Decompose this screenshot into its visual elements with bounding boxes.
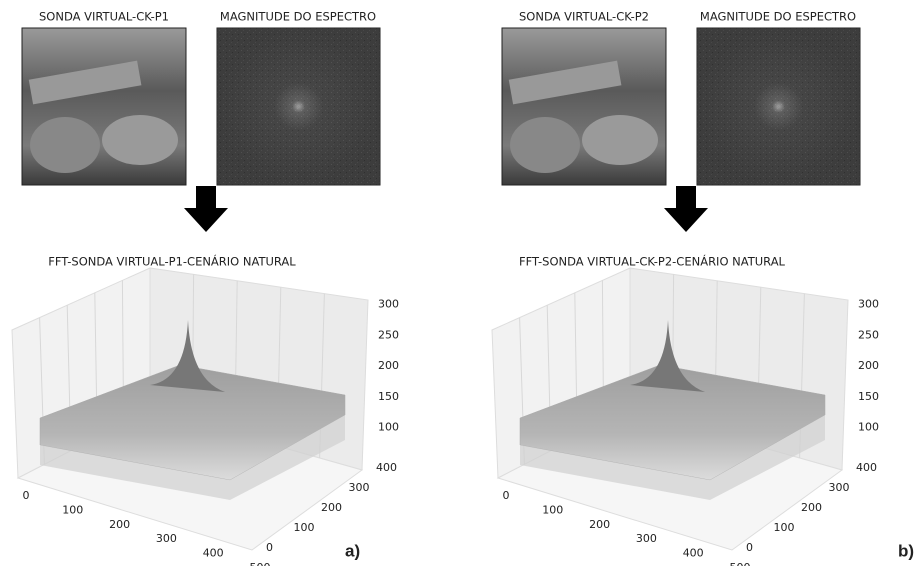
arrow: [664, 186, 708, 232]
arrow: [184, 186, 228, 232]
z-tick-label: 150: [378, 390, 399, 403]
y-tick-label: 200: [801, 501, 822, 514]
spectrum-glow: [697, 28, 860, 185]
x-tick-label: 100: [62, 503, 83, 516]
spectrum-title: MAGNITUDE DO ESPECTRO: [220, 10, 376, 24]
rock: [582, 115, 658, 165]
panel-label: b): [898, 541, 914, 560]
x-tick-label: 300: [636, 532, 657, 545]
panel: SONDA VIRTUAL-CK-P1 MAGNITUDE DO ESPECTRO…: [11, 10, 399, 566]
plot-title: FFT-SONDA VIRTUAL-CK-P2-CENÁRIO NATURAL: [519, 254, 786, 269]
rock: [30, 117, 100, 173]
y-tick-label: 200: [321, 501, 342, 514]
y-tick-label: 100: [774, 521, 795, 534]
y-tick-label: 100: [294, 521, 315, 534]
z-tick-label: 300: [378, 298, 399, 311]
panel-label: a): [345, 541, 360, 560]
x-tick-label: 200: [589, 518, 610, 531]
probe-patch: [508, 60, 622, 105]
surface-peak: [630, 320, 705, 392]
z-tick-label: 200: [378, 359, 399, 372]
z-tick-label: 150: [858, 390, 879, 403]
x-tick-label: 500: [730, 561, 751, 566]
spectrum-title: MAGNITUDE DO ESPECTRO: [700, 10, 856, 24]
probe-patch: [28, 60, 142, 105]
z-tick-label: 250: [378, 328, 399, 341]
x-tick-label: 400: [683, 547, 704, 560]
y-tick-label: 0: [266, 541, 273, 554]
y-tick-label: 300: [829, 481, 850, 494]
z-tick-label: 100: [378, 421, 399, 434]
x-tick-label: 200: [109, 518, 130, 531]
spectrum-glow: [217, 28, 380, 185]
y-tick-label: 300: [349, 481, 370, 494]
probe-title: SONDA VIRTUAL-CK-P1: [39, 10, 169, 24]
z-tick-label: 100: [858, 421, 879, 434]
y-tick-label: 0: [746, 541, 753, 554]
x-tick-label: 0: [503, 489, 510, 502]
surface-edge: [520, 415, 825, 500]
plot-title: FFT-SONDA VIRTUAL-P1-CENÁRIO NATURAL: [48, 254, 296, 269]
rock: [510, 117, 580, 173]
y-tick-label: 400: [856, 461, 877, 474]
z-tick-label: 200: [858, 359, 879, 372]
panel: SONDA VIRTUAL-CK-P2 MAGNITUDE DO ESPECTRO…: [491, 10, 914, 566]
surface-edge: [40, 415, 345, 500]
x-tick-label: 0: [23, 489, 30, 502]
probe-title: SONDA VIRTUAL-CK-P2: [519, 10, 649, 24]
x-tick-label: 100: [542, 503, 563, 516]
rock: [102, 115, 178, 165]
x-tick-label: 300: [156, 532, 177, 545]
y-tick-label: 400: [376, 461, 397, 474]
surface-peak: [150, 320, 225, 392]
z-tick-label: 300: [858, 298, 879, 311]
x-tick-label: 500: [250, 561, 271, 566]
x-tick-label: 400: [203, 547, 224, 560]
z-tick-label: 250: [858, 328, 879, 341]
